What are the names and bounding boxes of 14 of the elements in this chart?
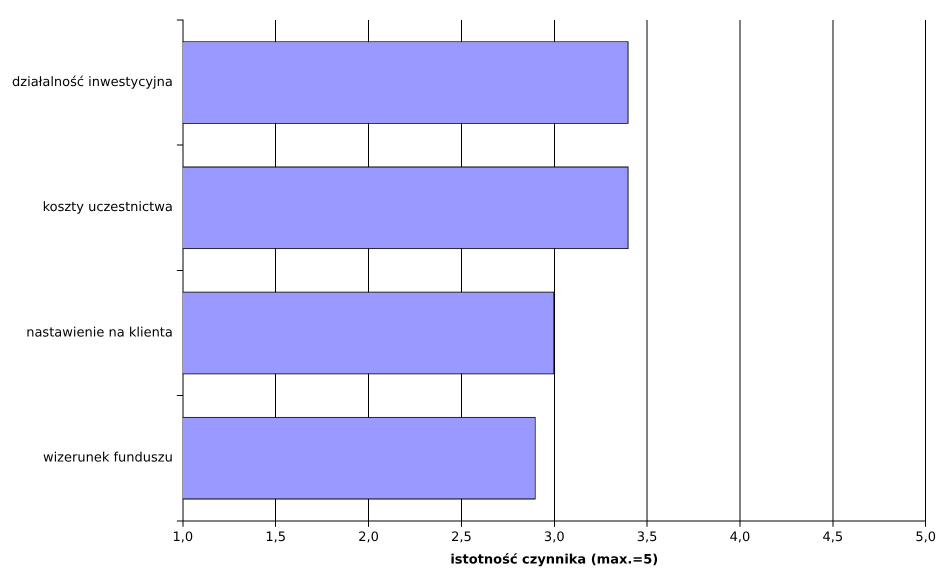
y-tick-label: wizerunek funduszu [42, 450, 173, 466]
x-tick-label: 2,5 [451, 530, 472, 545]
x-tick-label: 1,5 [265, 530, 286, 545]
x-tick-label: 5,0 [915, 530, 936, 545]
x-tick-label: 1,0 [172, 530, 194, 545]
x-tick-label: 4,5 [822, 530, 844, 545]
y-tick-label: nastawienie na klienta [26, 325, 173, 340]
x-tick-label: 3,0 [544, 530, 565, 545]
x-tick-label: 3,5 [636, 530, 658, 545]
x-tick-label: 2,0 [358, 530, 379, 545]
y-tick-label: koszty uczestnictwa [42, 200, 173, 216]
y-tick-label: działalność inwestycyjna [12, 74, 173, 90]
x-axis-title: istotność czynnika (max.=5) [450, 552, 658, 568]
x-tick-label: 4,0 [730, 530, 750, 545]
